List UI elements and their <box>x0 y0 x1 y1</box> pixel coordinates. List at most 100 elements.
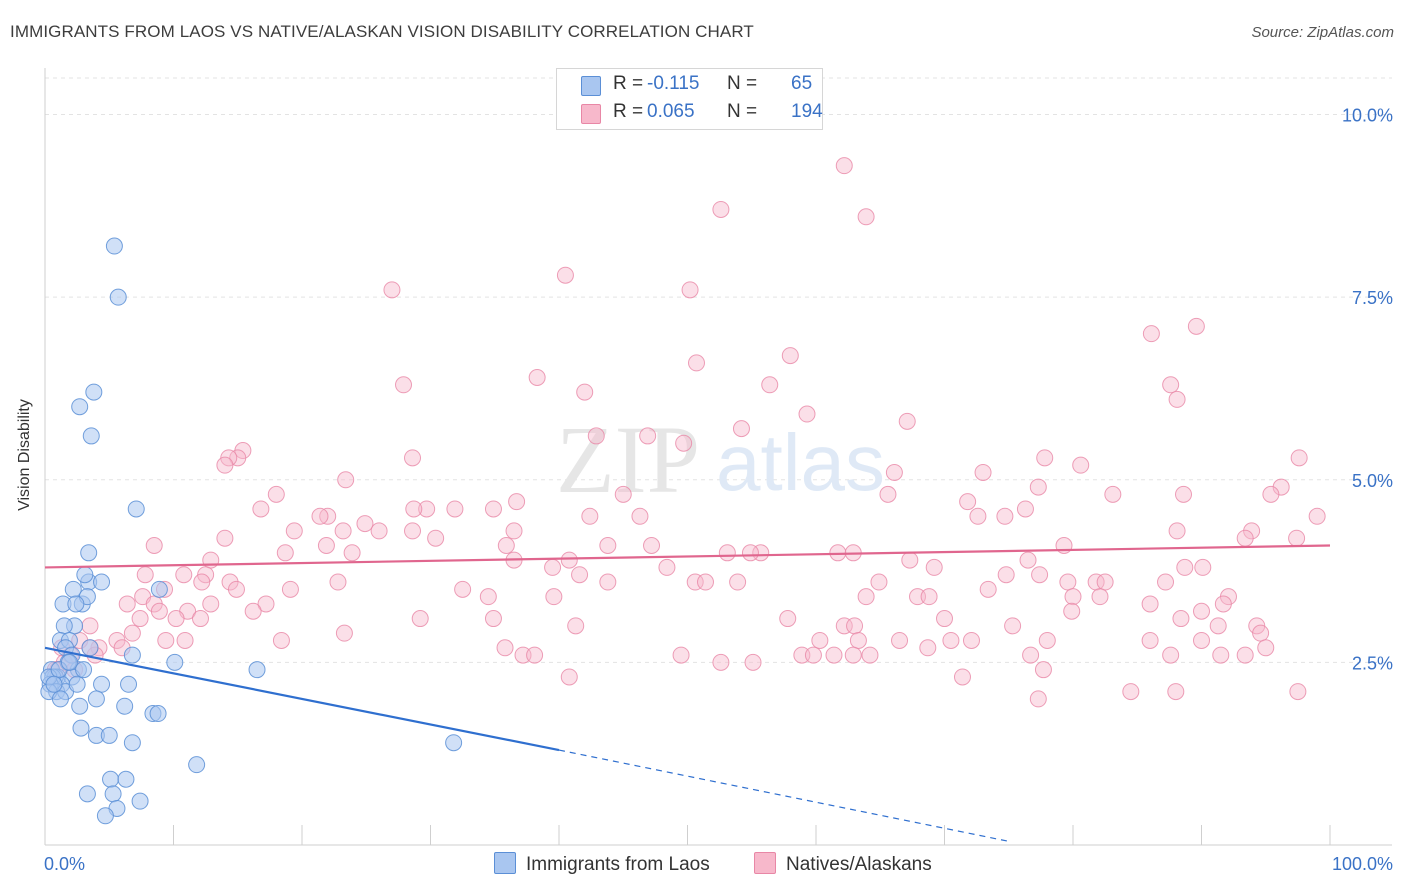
natives-alaskans-point <box>1016 500 1034 518</box>
r-label: R = <box>613 101 644 122</box>
natives-alaskans-point <box>454 580 472 598</box>
legend-label-natives: Natives/Alaskans <box>786 854 932 875</box>
natives-alaskans-point <box>687 354 705 372</box>
natives-alaskans-point <box>1193 631 1210 649</box>
immigrants-laos-point <box>150 580 168 598</box>
natives-alaskans-point <box>334 522 352 540</box>
watermark: ZIP atlas <box>556 406 885 513</box>
natives-alaskans-point <box>1168 390 1186 408</box>
natives-alaskans-point <box>581 507 599 525</box>
immigrants-laos-point <box>80 544 98 562</box>
natives-alaskans-point <box>329 573 347 591</box>
natives-alaskans-point <box>418 500 436 518</box>
natives-alaskans-point <box>560 551 578 569</box>
natives-alaskans-point <box>781 347 799 365</box>
natives-alaskans-point <box>1029 690 1047 708</box>
y-axis-label: Vision Disability <box>16 399 33 511</box>
grid-lines <box>45 77 1392 663</box>
tick-labels: 2.5% 5.0% 7.5% 10.0% 0.0% 100.0% <box>44 106 1393 874</box>
immigrants-laos-point <box>64 580 82 598</box>
natives-alaskans-point <box>672 646 690 664</box>
immigrants-laos-point <box>188 756 206 774</box>
natives-alaskans-point <box>1172 610 1190 628</box>
immigrants-laos-point <box>72 719 90 737</box>
natives-alaskans-point <box>526 646 544 664</box>
immigrants-laos-point <box>93 573 111 591</box>
natives-alaskans-point <box>505 522 523 540</box>
watermark-atlas: atlas <box>716 418 885 507</box>
immigrants-laos-point <box>104 785 122 803</box>
natives-alaskans-trend-line <box>44 544 1331 569</box>
natives-alaskans-point <box>405 500 423 518</box>
natives-alaskans-point <box>835 157 853 175</box>
natives-alaskans-point <box>1122 683 1140 701</box>
immigrants-laos-point <box>60 653 78 671</box>
immigrants-laos-point <box>55 617 73 635</box>
immigrants-laos-point <box>445 734 463 752</box>
x-tick-label: 100.0% <box>1332 854 1393 874</box>
natives-alaskans-point <box>118 595 136 613</box>
natives-alaskans-point <box>1162 646 1180 664</box>
natives-alaskans-point <box>496 639 514 657</box>
immigrants-laos-point <box>131 792 149 810</box>
immigrants-laos-point <box>102 770 120 788</box>
natives-alaskans-point <box>901 551 919 569</box>
natives-alaskans-point <box>953 668 971 686</box>
natives-alaskans-point <box>508 493 526 511</box>
immigrants-laos-point <box>96 807 114 825</box>
natives-alaskans-point <box>136 566 154 584</box>
immigrants-laos-point <box>87 690 105 708</box>
natives-alaskans-point <box>631 507 649 525</box>
natives-alaskans-point <box>335 624 353 642</box>
natives-alaskans-point <box>729 573 747 591</box>
natives-alaskans-point <box>732 420 750 438</box>
natives-alaskans-point <box>1288 529 1306 547</box>
natives-alaskans-point <box>202 595 220 613</box>
natives-alaskans-point <box>528 368 546 386</box>
r-value: 0.065 <box>647 101 695 122</box>
legend-swatch-laos <box>494 852 516 874</box>
natives-alaskans-point <box>942 631 960 649</box>
natives-alaskans-point <box>959 493 977 511</box>
natives-alaskans-point <box>285 522 303 540</box>
natives-alaskans-point <box>1262 485 1280 503</box>
immigrants-laos-point <box>67 595 85 613</box>
y-tick-label: 10.0% <box>1342 106 1393 126</box>
natives-alaskans-point <box>891 631 909 649</box>
immigrants-laos-point <box>123 646 141 664</box>
natives-alaskans-point <box>835 617 853 635</box>
natives-alaskans-point <box>370 522 388 540</box>
natives-alaskans-point <box>167 610 185 628</box>
natives-alaskans-point <box>920 588 938 606</box>
immigrants-laos-point <box>105 237 123 255</box>
natives-alaskans-point <box>1167 683 1185 701</box>
natives-alaskans-point <box>1141 631 1159 649</box>
immigrants-laos-point <box>82 427 100 445</box>
natives-alaskans-point <box>244 602 262 620</box>
natives-alaskans-point <box>131 610 149 628</box>
natives-alaskans-point <box>898 412 916 430</box>
natives-alaskans-point <box>567 617 585 635</box>
natives-alaskans-point <box>267 485 285 503</box>
natives-alaskans-point <box>1036 449 1054 467</box>
natives-alaskans-point <box>857 208 875 226</box>
natives-alaskans-point <box>696 573 714 591</box>
natives-alaskans-point <box>1142 325 1160 343</box>
natives-alaskans-point <box>576 383 594 401</box>
natives-alaskans-point <box>1091 588 1109 606</box>
immigrants-laos-point <box>100 726 118 744</box>
legend-label-laos: Immigrants from Laos <box>526 854 710 875</box>
natives-alaskans-point <box>879 485 897 503</box>
natives-alaskans-point <box>479 588 497 606</box>
natives-alaskans-point <box>1022 646 1040 664</box>
natives-alaskans-point <box>752 544 770 562</box>
natives-alaskans-point <box>1104 485 1122 503</box>
natives-alaskans-point <box>1214 595 1232 613</box>
natives-alaskans-point <box>861 646 879 664</box>
immigrants-laos-point <box>123 734 141 752</box>
natives-alaskans-point <box>145 537 163 555</box>
n-label: N = <box>727 101 758 122</box>
immigrants-laos-point <box>71 697 89 715</box>
legend-item-laos: Immigrants from Laos <box>494 852 710 876</box>
natives-alaskans-point <box>639 427 657 445</box>
